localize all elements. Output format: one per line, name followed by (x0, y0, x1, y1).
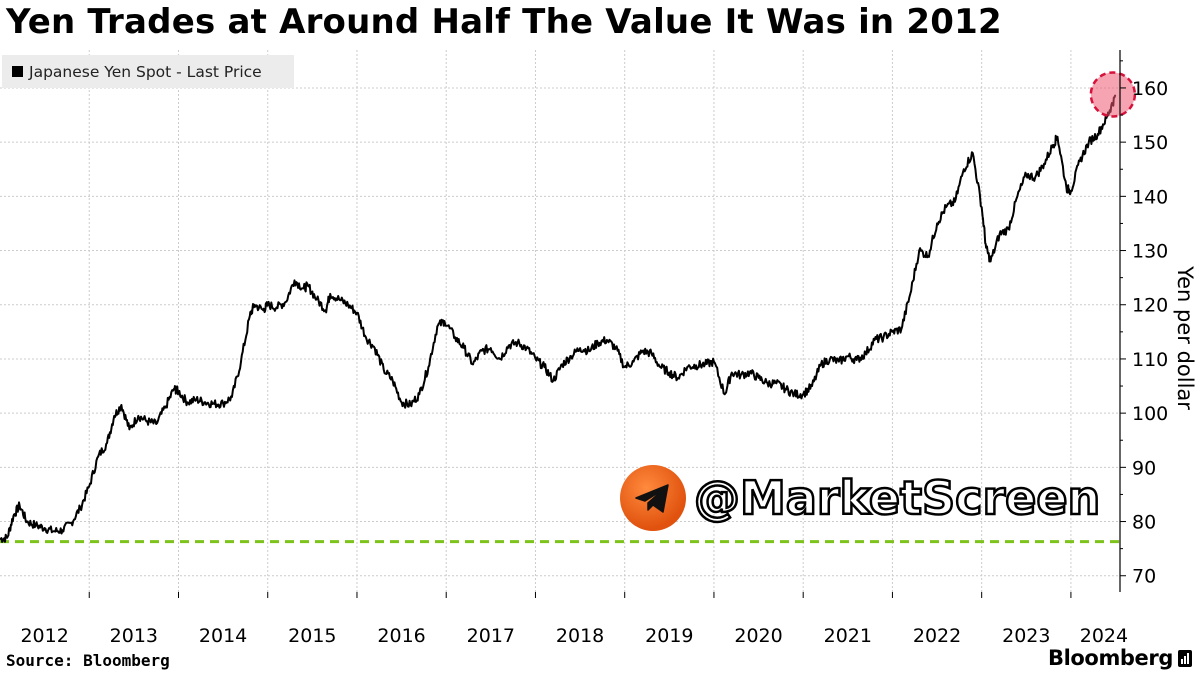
yen-price-line (0, 94, 1117, 543)
y-tick-label: 150 (1132, 132, 1168, 154)
x-tick-labels: 2012 2013 2014 2015 2016 2017 2018 2019 2020 2021… (20, 625, 1128, 647)
source-note: Source: Bloomberg (6, 651, 170, 670)
y-tick-label: 100 (1132, 403, 1168, 425)
x-tick-label: 2021 (824, 625, 872, 647)
x-tick-label: 2017 (467, 625, 515, 647)
highlight-circle (1089, 71, 1137, 118)
x-tick-label: 2012 (20, 625, 68, 647)
y-tick-label: 70 (1132, 566, 1156, 588)
x-tick-label: 2015 (288, 625, 336, 647)
legend-label: Japanese Yen Spot - Last Price (29, 62, 262, 81)
y-tick-label: 110 (1132, 349, 1168, 371)
x-tick-label: 2018 (556, 625, 604, 647)
x-tick-label: 2022 (913, 625, 961, 647)
y-tick-labels: 70 80 90 100 110 120 130 140 150 160 (1132, 78, 1168, 588)
x-tick-label: 2020 (734, 625, 782, 647)
watermark-text: @MarketScreen (693, 470, 1102, 527)
y-axis (88, 50, 1126, 598)
y-tick-label: 90 (1132, 457, 1156, 479)
y-tick-label: 160 (1132, 78, 1168, 100)
brand-logo: Bloomberg (1048, 646, 1192, 670)
price-line (0, 94, 1117, 543)
x-tick-label: 2014 (199, 625, 247, 647)
watermark: @MarketScreen (620, 465, 1102, 531)
highlight-marker (1089, 71, 1137, 118)
y-tick-label: 80 (1132, 512, 1156, 534)
x-tick-label: 2024 (1080, 625, 1128, 647)
y-tick-label: 130 (1132, 241, 1168, 263)
x-tick-label: 2019 (645, 625, 693, 647)
gridlines (0, 50, 1120, 592)
brand-name: Bloomberg (1047, 646, 1173, 670)
telegram-icon (620, 465, 686, 531)
x-tick-label: 2023 (1002, 625, 1050, 647)
x-tick-label: 2013 (110, 625, 158, 647)
x-tick-label: 2016 (377, 625, 425, 647)
y-tick-label: 120 (1132, 295, 1168, 317)
bloomberg-bars-icon (1178, 649, 1192, 667)
chart-title: Yen Trades at Around Half The Value It W… (6, 2, 1002, 42)
y-axis-label: Yen per dollar (1173, 266, 1197, 410)
legend: Japanese Yen Spot - Last Price (2, 55, 294, 88)
y-tick-label: 140 (1132, 186, 1168, 208)
legend-swatch (12, 66, 23, 77)
